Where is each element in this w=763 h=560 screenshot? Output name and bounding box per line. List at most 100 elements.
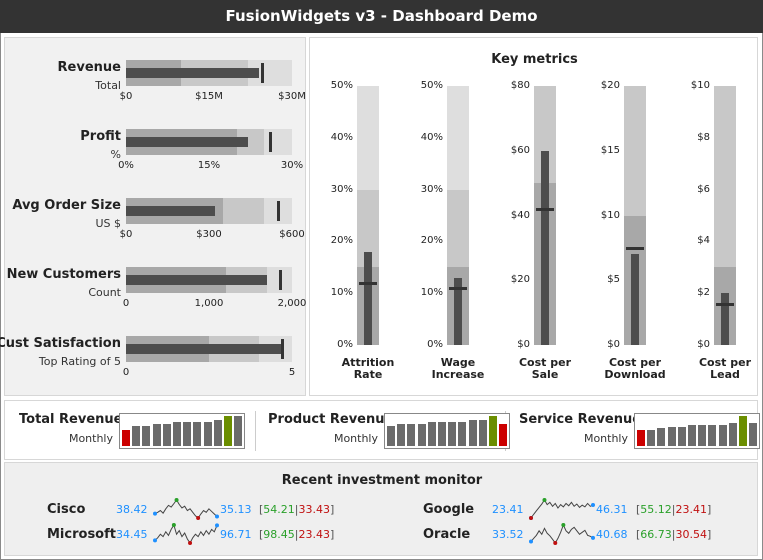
sparkcolumn-bar [203,422,212,446]
sparkcolumn-bar [448,422,457,446]
stock-high-point [171,523,176,527]
vbullet-tick-label: $5 [607,274,620,286]
sparkcolumn-bar [749,423,758,446]
bullet-label: Cust Satisfaction [0,336,121,351]
stock-close-point [215,523,219,528]
sparkcolumn-bar [458,422,467,446]
vbullet-tick-label: $10 [600,209,620,221]
range-bracket-close: ] [330,503,335,516]
bullet-tick-label: 30% [280,160,304,171]
stock-low-value: 23.43 [298,528,331,541]
sparkcolumn-title: Service Revenue [519,412,642,427]
sparkcolumn-bar [667,426,676,446]
vbullet-target-marker [449,287,467,291]
stock-low-point [188,541,193,545]
bullet-tick-label: $15M [195,91,223,102]
sparkcolumn-sublabel: Monthly [333,432,378,445]
vbullet-tick-label: 30% [330,183,353,195]
sparkcolumn-bar [647,430,656,446]
sparkcolumn-chart [119,413,245,449]
vbullet-tick-label: $80 [510,80,530,91]
vbullet-value-bar [541,150,549,345]
sparkcolumn-bar [718,424,727,446]
bullet-sublabel: Count [88,286,121,299]
vbullet-band [357,189,379,268]
stock-high-low-range: [66.73|30.54] [636,528,711,541]
vbullet-tick-label: $8 [697,131,710,143]
bullet-tick-label: $0 [119,229,133,240]
vbullet-label: Attrition Rate [333,357,403,381]
vbullet-tick-label: $0 [697,339,710,350]
vbullet-tick-label: $20 [510,274,530,286]
stock-sparkline [153,523,219,545]
sparkcolumn-panel: Total Revenue Monthly Product Revenue Month… [4,400,760,460]
dashboard-title: FusionWidgets v3 - Dashboard Demo [0,0,763,33]
vbullet-label: Cost per Download [600,357,670,381]
stock-low-point [196,516,201,520]
stock-high-value: 54.21 [263,503,295,516]
bullet-value-bar [126,206,215,216]
bullet-tick-label: $0 [119,91,133,102]
vbullet-value-bar [364,251,372,345]
bullet-label: New Customers [6,267,121,282]
bullet-tick-label: 0% [118,160,134,171]
vbullet-label-line2: Rate [353,368,383,381]
sparkcolumn-bar [387,426,395,446]
sparkcolumn-chart [384,413,510,449]
stock-name: Oracle [423,527,471,542]
bullet-sublabel: US $ [95,217,121,230]
vbullet-target-marker [359,281,377,285]
vbullet-value-bar [454,277,462,345]
vbullet-tick-label: $40 [510,209,530,221]
sparkcolumn-chart [634,413,760,449]
bullet-tick-label: 2,000 [277,298,307,309]
vbullet-label-line1: Attrition [341,356,395,369]
sparkcolumn-bar [173,422,181,446]
stock-high-point [542,498,547,502]
vbullet-label-line2: Download [604,368,666,381]
vbullet-label-line1: Wage [440,356,476,369]
bullet-target-marker [281,339,285,359]
range-separator: | [294,503,299,516]
sparkcolumn-bar [224,416,232,446]
sparkcolumn-bar [132,426,141,446]
stock-high-low-range: [98.45|23.43] [259,528,334,541]
sparkcolumn-bar [162,424,171,446]
sparkcolumn-bar [213,420,222,446]
stock-name: Google [423,502,475,517]
bullet-value-bar [126,68,259,78]
sparkcolumn-bar [407,424,416,446]
sparkcolumn-bar [142,426,151,446]
stock-sparkline-path [530,499,594,519]
sparkcolumn-bar [438,422,446,446]
stock-close-value: 35.13 [220,503,252,516]
sparkcolumn-sublabel: Monthly [68,432,113,445]
bullet-target-marker [277,201,281,221]
bullet-target-marker [268,132,272,152]
sparkcolumn-bar [489,416,497,446]
vbullet-tick-label: $0 [517,339,530,350]
sparkcolumn-bar [397,424,406,446]
vbullet-tick-label: 30% [420,183,443,195]
vbullet-band [357,86,379,190]
stock-high-value: 66.73 [640,528,672,541]
stock-high-point [561,523,566,527]
vbullet-band [714,86,736,268]
range-bracket-open: [ [259,528,264,541]
stock-open-point [153,511,157,516]
bullet-tick-label: 15% [197,160,221,171]
vbullet-tick-label: $10 [690,80,710,91]
bullet-label: Profit [80,129,121,144]
vbullet-target-marker [536,208,554,212]
sparkcolumn-bar [234,416,243,446]
sparkcolumn-bar [728,423,737,446]
key-metrics-title: Key metrics [491,52,578,67]
sparkcolumn-bar [152,424,161,446]
bullet-value-bar [126,275,268,285]
sparkcolumn-bar [417,424,426,446]
bullet-sublabel: % [110,148,121,161]
bullet-graphs-panel: Revenue Total $0 $15M $30M Profit% 0% 15% 30% Avg… [0,37,307,396]
stock-low-value: 23.41 [675,503,708,516]
sparkcolumn-bar [478,420,487,446]
range-bracket-close: ] [330,528,335,541]
